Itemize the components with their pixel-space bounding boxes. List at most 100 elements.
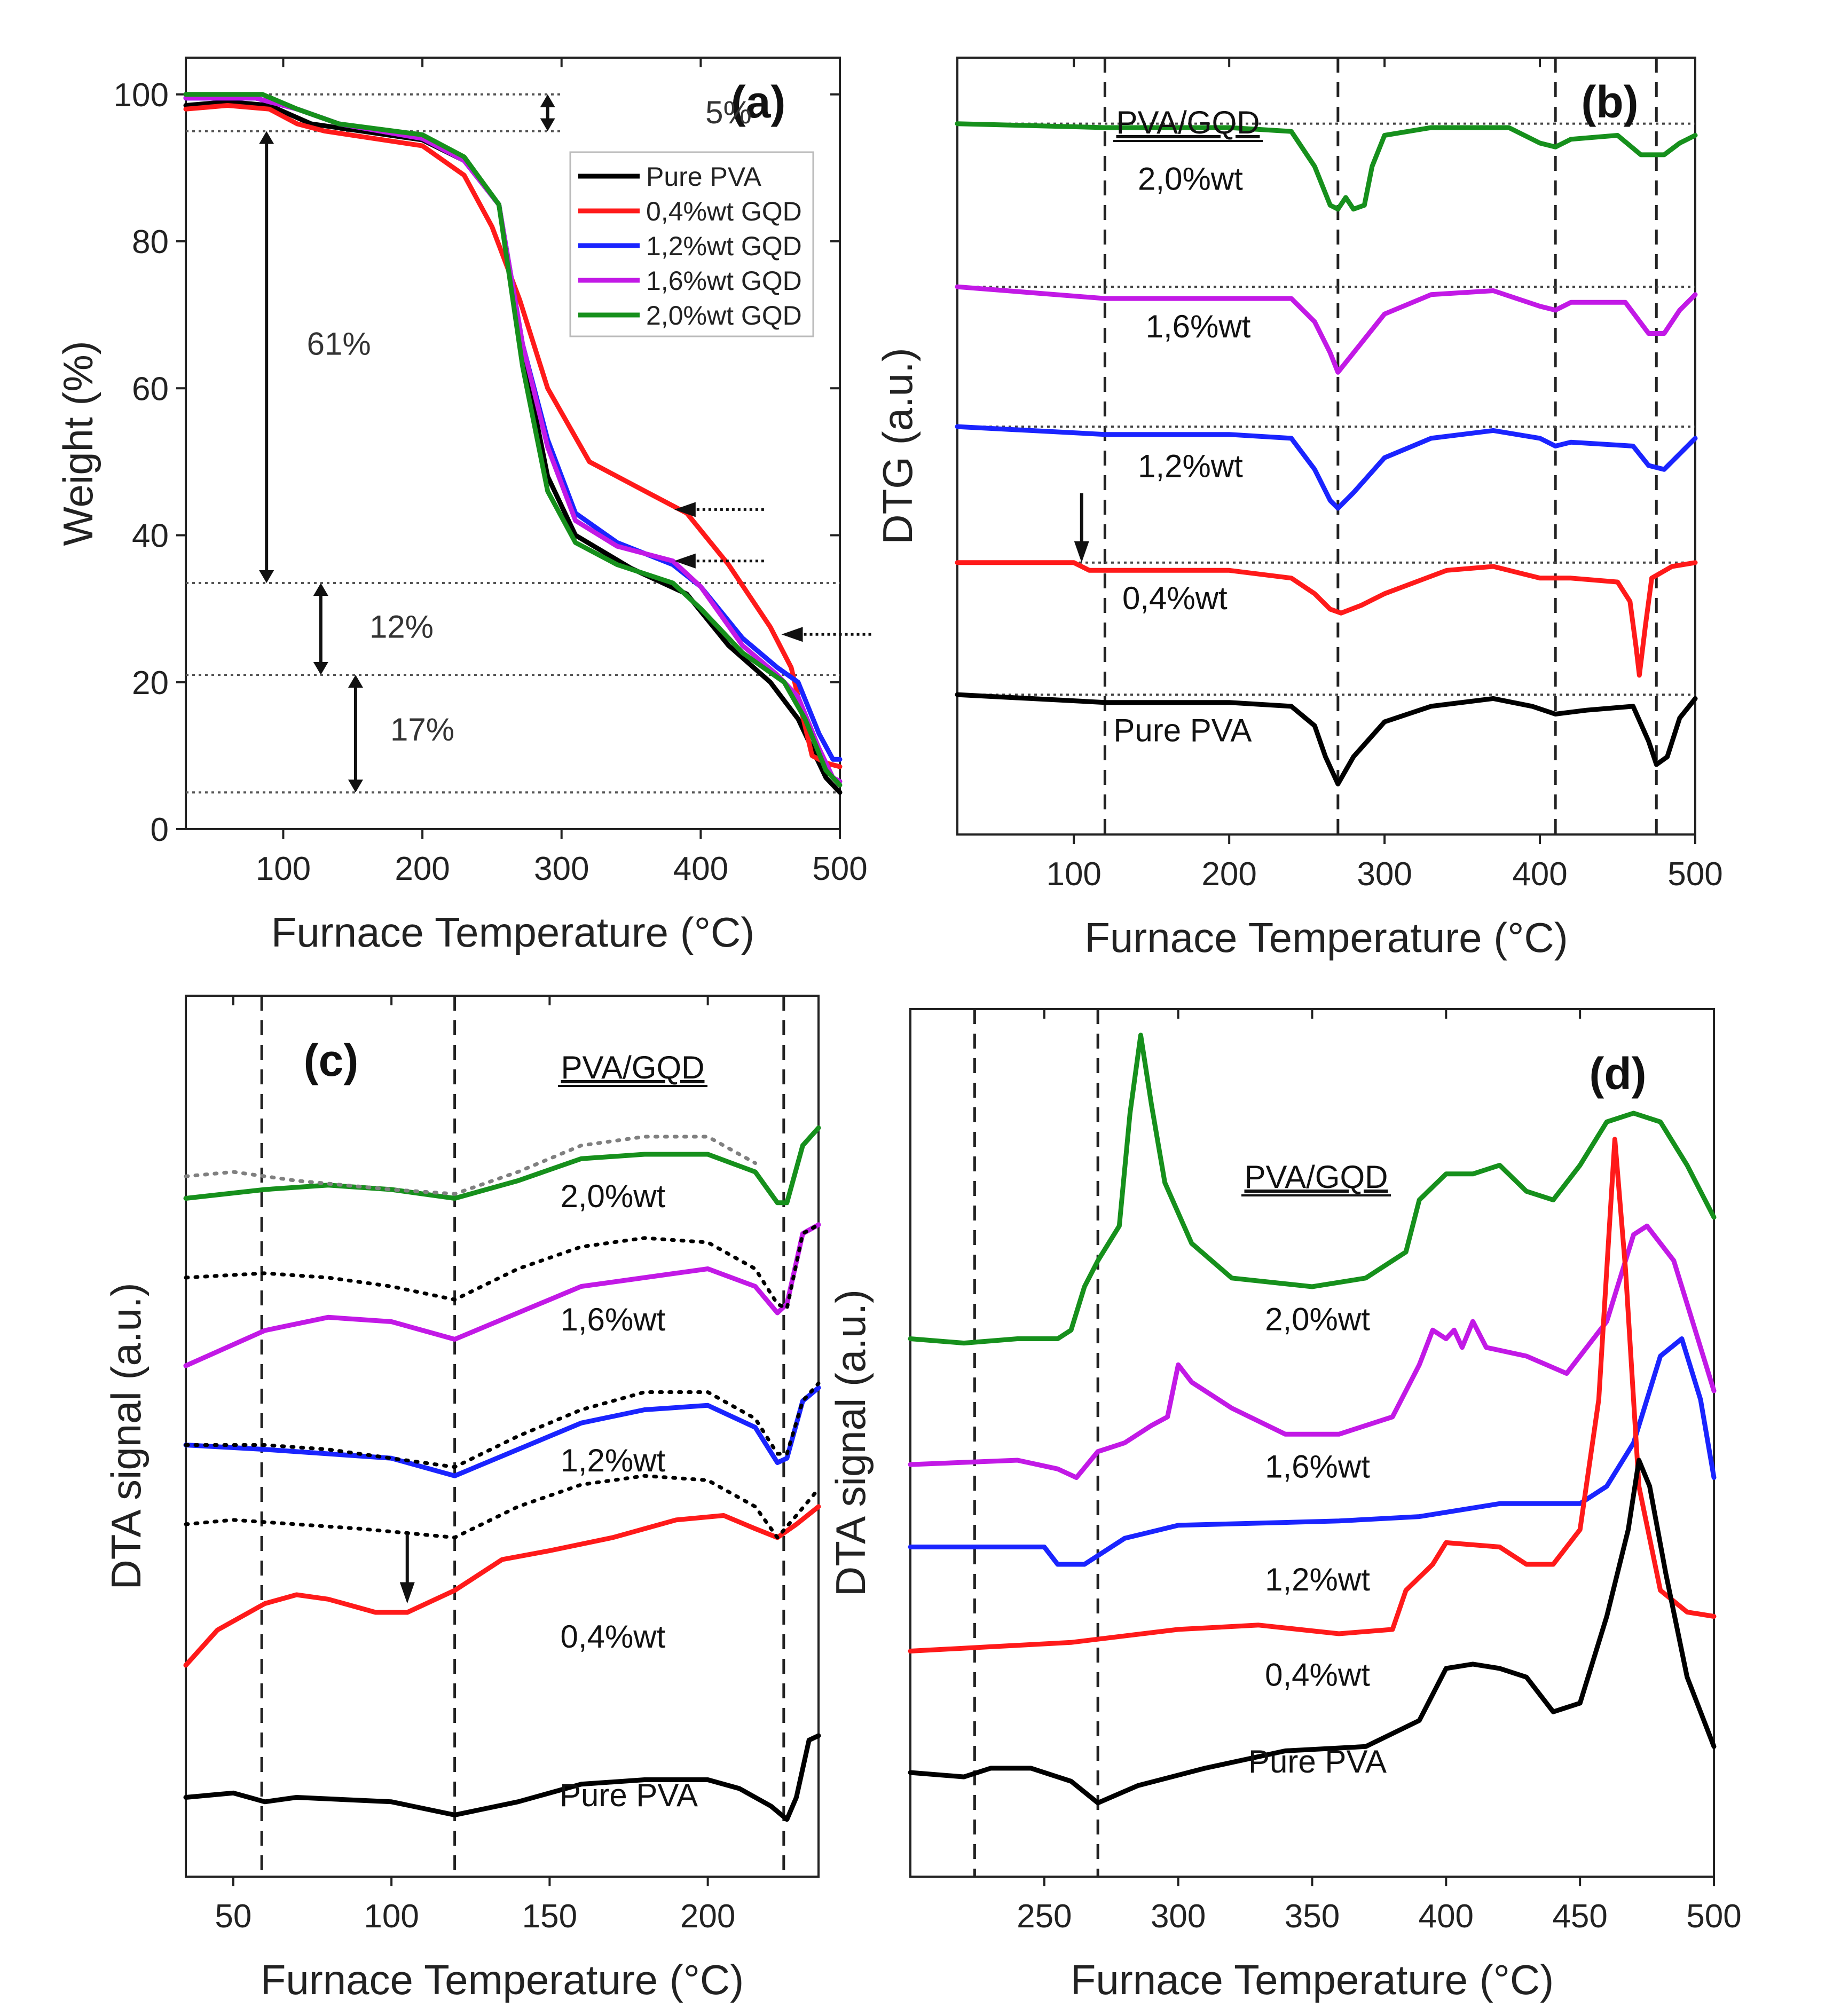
y-tick-label: 80 xyxy=(132,224,169,261)
x-tick-label: 200 xyxy=(1201,856,1256,893)
series-line-2 xyxy=(908,1336,1717,1567)
series-line-3 xyxy=(955,560,1698,678)
panel-b-dtg: 100 200 300 400 500 Furnace Temperature (°C) D… xyxy=(874,57,1723,961)
x-tick-label: 100 xyxy=(256,850,311,887)
curve-label: 1,6%wt xyxy=(1146,309,1251,344)
pointer-arrowhead xyxy=(674,553,696,569)
x-tick-label: 400 xyxy=(1512,856,1567,893)
panel-label: (d) xyxy=(1589,1049,1646,1099)
span-arrowhead-down xyxy=(540,118,555,131)
x-tick-label: 200 xyxy=(680,1898,735,1935)
y-tick-label: 60 xyxy=(132,371,169,407)
span-arrowhead-up xyxy=(259,131,274,144)
curve-label: 0,4%wt xyxy=(1122,580,1228,616)
x-tick-label: 200 xyxy=(395,850,450,887)
y-axis-label: DTG (a.u.) xyxy=(874,348,921,544)
x-tick-label: 50 xyxy=(215,1898,251,1935)
series-line-7 xyxy=(184,1474,821,1540)
y-tick-label: 40 xyxy=(132,518,169,555)
curve-label: Pure PVA xyxy=(1248,1744,1387,1779)
span-arrowhead-up xyxy=(313,582,328,596)
series-line-3 xyxy=(908,1137,1717,1653)
x-tick-label: 500 xyxy=(1667,856,1722,893)
x-tick-label: 300 xyxy=(1357,856,1412,893)
series-line-0 xyxy=(183,99,843,795)
curve-label: 1,2%wt xyxy=(1138,448,1243,484)
x-tick-label: 250 xyxy=(1017,1898,1072,1935)
panel-a-tga: 100 200 300 400 500 0 20 40 60 80 100 Furnace Tempe… xyxy=(54,57,872,956)
x-tick-label: 100 xyxy=(364,1898,419,1935)
series-line-1 xyxy=(908,1223,1717,1480)
span-annotation: 61% xyxy=(307,326,371,362)
series-line-0 xyxy=(955,121,1698,212)
y-tick-label: 100 xyxy=(114,77,169,114)
curve-label: 1,6%wt xyxy=(1265,1449,1370,1485)
curve-label: 2,0%wt xyxy=(1265,1301,1370,1337)
series-line-4 xyxy=(183,92,843,788)
y-tick-label: 0 xyxy=(151,812,169,848)
series-line-8 xyxy=(183,1733,821,1822)
span-arrowhead-down xyxy=(259,570,274,583)
series-line-2 xyxy=(955,424,1698,511)
curve-label: 1,2%wt xyxy=(560,1443,665,1478)
span-annotation: 17% xyxy=(390,712,454,747)
x-tick-label: 100 xyxy=(1046,856,1101,893)
pointer-arrowhead xyxy=(1074,541,1089,563)
x-tick-label: 350 xyxy=(1285,1898,1340,1935)
legend-entry: 2,0%wt GQD xyxy=(646,301,802,330)
group-heading: PVA/GQD xyxy=(1116,105,1260,140)
series-line-3 xyxy=(184,1223,821,1311)
pointer-arrowhead xyxy=(674,502,696,517)
span-arrowhead-up xyxy=(540,94,555,107)
span-arrowhead-up xyxy=(348,675,363,688)
panel-c-dta-low: 50 100 150 200 Furnace Temperature (°C) DTA s… xyxy=(103,995,821,2003)
span-arrowhead-down xyxy=(348,779,363,793)
x-tick-label: 300 xyxy=(534,850,589,887)
x-axis-label: Furnace Temperature (°C) xyxy=(1084,914,1568,961)
series-line-2 xyxy=(183,1222,821,1368)
panel-label: (b) xyxy=(1581,77,1638,127)
plot-frame xyxy=(185,995,820,1878)
x-axis-label: Furnace Temperature (°C) xyxy=(261,1956,744,2003)
legend-entry: 0,4%wt GQD xyxy=(646,196,802,226)
x-tick-label: 500 xyxy=(812,850,867,887)
curve-label: 0,4%wt xyxy=(560,1619,665,1655)
y-tick-label: 20 xyxy=(132,665,169,702)
panel-d-dta-high: 250 300 350 400 450 500 Furnace Temperature (°… xyxy=(827,1008,1742,2003)
panel-label: (a) xyxy=(731,77,786,127)
legend-entry: 1,6%wt GQD xyxy=(646,266,802,296)
series-line-1 xyxy=(184,1135,757,1196)
series-line-6 xyxy=(183,1504,821,1668)
pointer-arrowhead xyxy=(399,1582,415,1604)
span-annotation: 5% xyxy=(705,94,752,130)
x-tick-label: 400 xyxy=(673,850,728,887)
series-line-4 xyxy=(908,1458,1717,1806)
curve-label: 2,0%wt xyxy=(1138,161,1243,196)
x-tick-label: 300 xyxy=(1151,1898,1206,1935)
series-line-0 xyxy=(908,1033,1717,1346)
group-heading: PVA/GQD xyxy=(1245,1159,1388,1195)
x-axis-label: Furnace Temperature (°C) xyxy=(271,909,754,956)
curve-label: Pure PVA xyxy=(1113,712,1252,748)
series-line-4 xyxy=(955,692,1698,786)
span-arrowhead-down xyxy=(313,662,328,675)
x-tick-label: 500 xyxy=(1686,1898,1741,1935)
plot-frame xyxy=(185,57,841,830)
x-tick-label: 400 xyxy=(1419,1898,1474,1935)
x-tick-label: 450 xyxy=(1552,1898,1607,1935)
panel-label: (c) xyxy=(304,1035,359,1085)
curve-label: Pure PVA xyxy=(560,1777,698,1813)
series-line-1 xyxy=(183,103,843,769)
group-heading: PVA/GQD xyxy=(561,1050,705,1085)
plot-frame xyxy=(956,57,1696,836)
series-line-4 xyxy=(183,1385,821,1478)
x-axis-label: Furnace Temperature (°C) xyxy=(1071,1956,1554,2003)
series-line-5 xyxy=(184,1381,821,1469)
legend-entry: Pure PVA xyxy=(646,162,761,192)
curve-label: 1,6%wt xyxy=(560,1302,665,1337)
y-axis-label: Weight (%) xyxy=(54,341,101,546)
curve-label: 2,0%wt xyxy=(560,1178,665,1214)
pointer-arrowhead xyxy=(781,627,803,642)
curve-label: 0,4%wt xyxy=(1265,1657,1370,1693)
